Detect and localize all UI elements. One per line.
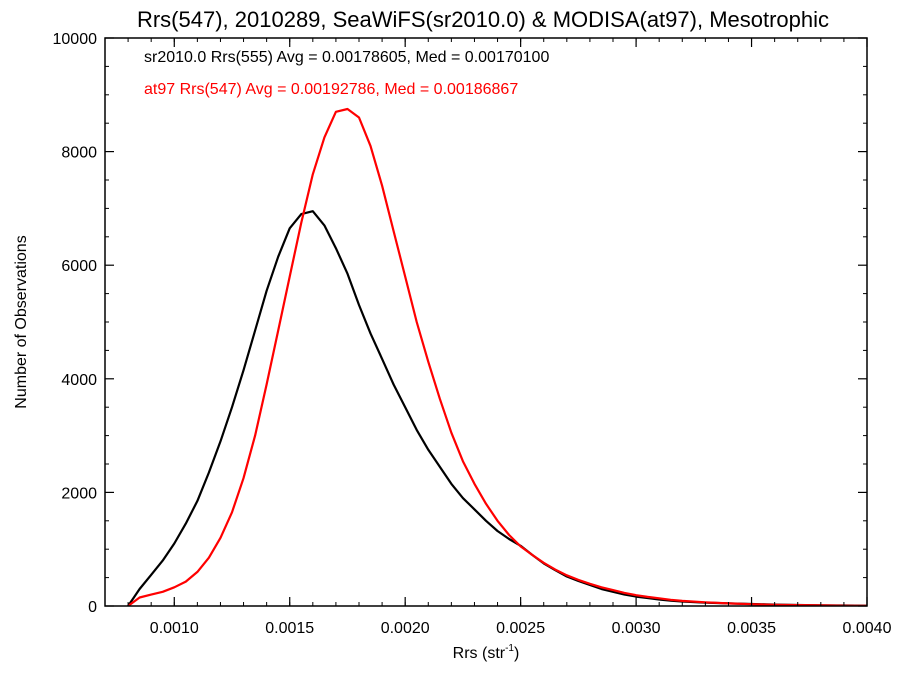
x-tick-label: 0.0035 [727,620,776,637]
x-tick-label: 0.0010 [150,620,199,637]
y-tick-label: 8000 [61,145,97,162]
chart-title: Rrs(547), 2010289, SeaWiFS(sr2010.0) & M… [137,7,829,32]
y-tick-label: 4000 [61,372,97,389]
series-line-1 [127,107,867,606]
y-axis-label: Number of Observations [13,235,30,408]
x-axis-label-sup: -1 [505,643,514,654]
plot-area [127,107,867,606]
series-layer [127,107,867,606]
y-tick-label: 2000 [61,485,97,502]
annotation-at97: at97 Rrs(547) Avg = 0.00192786, Med = 0.… [144,81,518,98]
y-tick-label: 10000 [53,31,98,48]
x-tick-label: 0.0030 [612,620,661,637]
x-tick-label: 0.0020 [381,620,430,637]
x-tick-label: 0.0015 [265,620,314,637]
x-tick-label: 0.0040 [843,620,892,637]
series-line-0 [127,210,867,606]
x-axis-label-main: Rrs (str [453,645,506,662]
ticks-layer: 0.0010 0.0015 0.0020 0.0025 0.0030 0.0035 0.00… [53,31,892,637]
y-tick-label: 0 [88,599,97,616]
annotation-sr2010: sr2010.0 Rrs(555) Avg = 0.00178605, Med … [144,49,549,66]
x-tick-label: 0.0025 [496,620,545,637]
x-axis-label: Rrs (str-1) [453,643,520,662]
y-tick-label: 6000 [61,258,97,275]
x-axis-label-close: ) [514,645,519,662]
